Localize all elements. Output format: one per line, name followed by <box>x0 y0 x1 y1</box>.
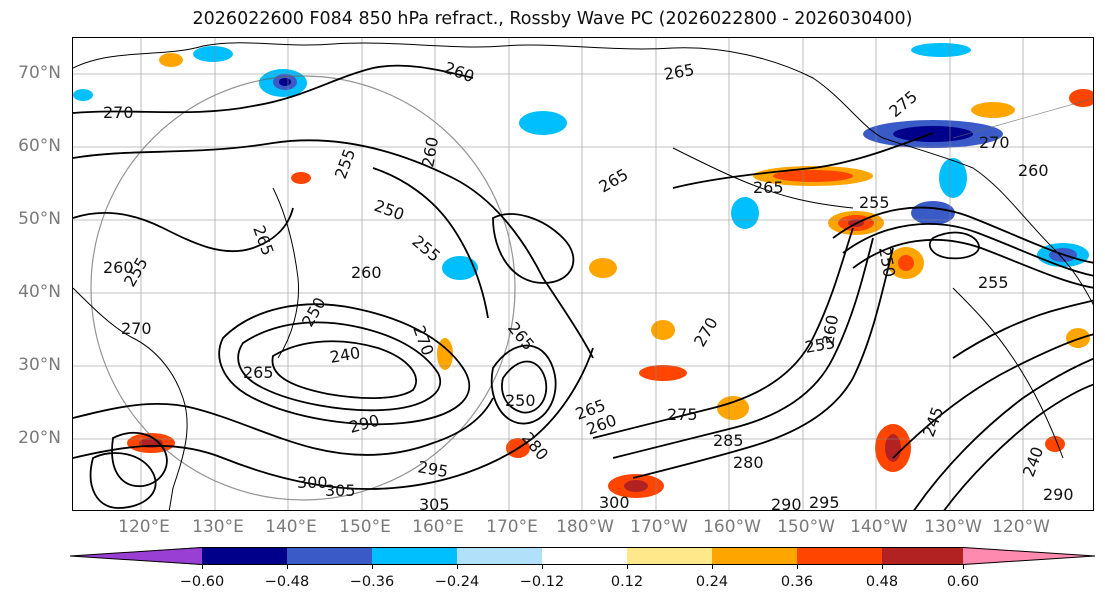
contour-label: 255 <box>978 273 1009 292</box>
colorbar-bin <box>457 547 542 565</box>
lat-label-30n: 30°N <box>18 355 61 375</box>
lon-label-180w: 180°W <box>556 517 614 537</box>
lat-label-20n: 20°N <box>18 428 61 448</box>
map-panel: 260 265 270 275 270 260 255 250 265 265 … <box>72 37 1094 511</box>
colorbar-tickmark <box>542 565 543 569</box>
lon-label-120e: 120°E <box>118 517 170 537</box>
contour-label: 265 <box>662 60 695 84</box>
colorbar-tickmark <box>457 565 458 569</box>
colorbar-tick-label: −0.60 <box>179 574 225 590</box>
colorbar-tickmark <box>712 565 713 569</box>
colorbar-tickmark <box>627 565 628 569</box>
contour-label: 265 <box>596 165 632 197</box>
contour-label: 280 <box>733 453 764 472</box>
contour-label: 270 <box>409 323 437 358</box>
colorbar <box>70 547 1095 565</box>
coastlines <box>73 42 1093 510</box>
contour-label: 295 <box>809 493 840 511</box>
contour-label: 255 <box>408 232 444 266</box>
shading-layer <box>73 43 1093 498</box>
lon-label-140e: 140°E <box>265 517 317 537</box>
colorbar-bin <box>287 547 372 565</box>
colorbar-tick-label: −0.12 <box>519 574 565 590</box>
contour-label: 270 <box>690 314 722 350</box>
contour-label: 275 <box>667 405 698 424</box>
contour-label: 240 <box>328 343 361 367</box>
contour-label: 250 <box>298 294 330 330</box>
colorbar-tick-label: 0.12 <box>610 574 644 590</box>
contour-label: 290 <box>347 411 381 437</box>
contour-label: 260 <box>1018 161 1049 180</box>
contour-label: 295 <box>416 457 449 481</box>
lon-label-160w: 160°W <box>703 517 761 537</box>
contour-label: 255 <box>331 146 359 181</box>
colorbar-tick-label: 0.36 <box>780 574 814 590</box>
lon-label-170e: 170°E <box>486 517 538 537</box>
colorbar-tickmark <box>963 565 964 569</box>
contour-label: 260 <box>103 258 134 277</box>
contour-label: 305 <box>419 495 450 511</box>
colorbar-bin <box>542 547 627 565</box>
lat-label-70n: 70°N <box>18 63 61 83</box>
colorbar-tick-label: −0.24 <box>434 574 480 590</box>
lon-label-130e: 130°E <box>192 517 244 537</box>
colorbar-bin <box>712 547 797 565</box>
colorbar-bin <box>797 547 882 565</box>
lat-label-50n: 50°N <box>18 209 61 229</box>
colorbar-tickmark <box>287 565 288 569</box>
colorbar-bin <box>627 547 712 565</box>
contour-label: 260 <box>418 135 442 168</box>
contour-label: 305 <box>325 481 356 500</box>
map-title: 2026022600 F084 850 hPa refract., Rossby… <box>192 9 913 29</box>
colorbar-tick-label: 0.24 <box>695 574 729 590</box>
colorbar-tickmark <box>202 565 203 569</box>
lon-label-130w: 130°W <box>924 517 982 537</box>
contour-label: 300 <box>297 473 328 492</box>
contour-label: 260 <box>818 313 842 346</box>
colorbar-bin <box>372 547 457 565</box>
colorbar-tick-label: 0.60 <box>946 574 980 590</box>
contour-label: 265 <box>249 223 277 258</box>
map-svg: 260 265 270 275 270 260 255 250 265 265 … <box>73 38 1093 511</box>
lat-label-60n: 60°N <box>18 136 61 156</box>
colorbar-tickmark <box>882 565 883 569</box>
contour-label: 290 <box>771 495 802 511</box>
lat-label-40n: 40°N <box>18 282 61 302</box>
contour-label: 245 <box>919 404 947 439</box>
colorbar-tick-label: 0.48 <box>865 574 899 590</box>
contour-label: 270 <box>103 103 134 122</box>
lon-label-120w: 120°W <box>992 517 1050 537</box>
contour-label: 275 <box>885 87 921 121</box>
contour-label: 300 <box>599 493 630 511</box>
contour-label: 265 <box>753 178 784 197</box>
contour-label: 255 <box>859 193 890 212</box>
contour-label: 290 <box>1043 485 1074 504</box>
contour-label: 250 <box>875 245 899 278</box>
colorbar-extend-low <box>70 547 202 565</box>
contour-label: 270 <box>121 319 152 338</box>
contour-label: 260 <box>351 263 382 282</box>
lon-label-170w: 170°W <box>630 517 688 537</box>
contour-lines <box>73 64 1093 510</box>
lon-label-160e: 160°E <box>412 517 464 537</box>
contour-label: 250 <box>505 391 536 410</box>
contour-label: 280 <box>518 428 552 464</box>
graticule <box>73 38 1093 510</box>
lon-label-150w: 150°W <box>777 517 835 537</box>
colorbar-tick-label: −0.36 <box>349 574 395 590</box>
lon-label-140w: 140°W <box>850 517 908 537</box>
colorbar-tick-label: −0.48 <box>264 574 310 590</box>
lon-label-150e: 150°E <box>339 517 391 537</box>
colorbar-bin <box>202 547 287 565</box>
colorbar-tickmark <box>372 565 373 569</box>
colorbar-tickmark <box>797 565 798 569</box>
contour-label: 270 <box>979 133 1010 152</box>
colorbar-bin <box>882 547 963 565</box>
colorbar-extend-high <box>963 547 1095 565</box>
contour-label: 265 <box>243 363 274 382</box>
contour-label: 285 <box>713 431 744 450</box>
contour-label: 260 <box>442 58 477 86</box>
